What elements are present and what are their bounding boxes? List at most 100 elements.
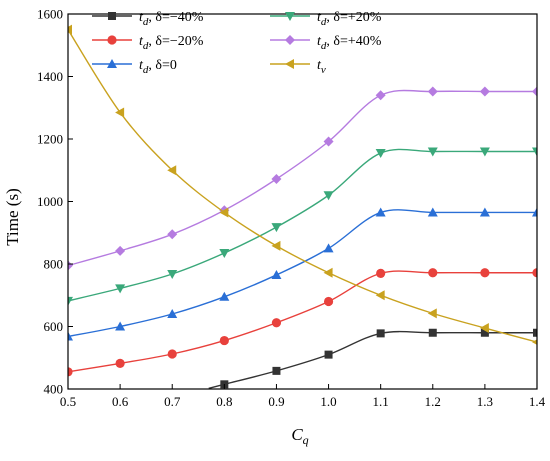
series-1-point-0 [68,367,73,377]
legend-label-0: td, δ=−40% [139,10,204,28]
x-tick-label-1: 0.6 [112,394,129,409]
legend-marker-2 [107,59,117,68]
series-4-point-1 [115,245,126,256]
y-axis-title: Time (s) [3,188,22,245]
series-2-point-2 [167,309,178,318]
series-2-point-1 [115,321,126,331]
x-tick-label-2: 0.7 [164,394,181,409]
legend-label-sub-1: d [143,40,149,52]
legend-label-main-5: t [317,58,322,73]
series-4-point-8 [479,86,490,97]
series-4-point-0 [68,260,73,271]
legend-label-sub-5: v [321,64,326,76]
x-tick-label-6: 1.1 [373,394,389,409]
y-tick-label-5: 1400 [37,69,63,84]
legend-label-4: td, δ=+40% [317,34,382,52]
x-tick-label-3: 0.8 [216,394,232,409]
series-1-point-7 [428,268,438,278]
legend-label-main-4: t [317,34,322,49]
series-5-point-2 [167,165,177,176]
y-tick-label-4: 1200 [37,132,63,147]
series-0-point-1 [272,366,281,375]
axes-layer: 0.5 0.6 0.7 0.8 0.9 1.0 1.1 1.2 1.3 1.4 400 600 800 1… [37,7,546,410]
series-4-point-6 [375,90,386,101]
series-4-point-5 [323,136,334,147]
series-0-point-3 [376,329,385,338]
series-5-point-6 [375,290,385,301]
x-tick-label-5: 1.0 [320,394,336,409]
series-5-point-9 [532,339,537,345]
legend-marker-1 [107,35,117,45]
series-3 [68,147,537,306]
series-2-point-9 [532,207,537,217]
series-2-point-5 [323,243,334,253]
series-3-point-6 [375,149,386,159]
legend-label-suffix-0: , δ=−40% [148,10,203,25]
series-2-point-4 [271,269,282,279]
series-1-point-6 [376,268,386,278]
x-axis-title: Cq [291,425,308,447]
series-3-point-9 [532,147,537,157]
x-tick-label-9: 1.4 [529,394,546,409]
legend-label-sub-0: d [143,16,149,28]
legend-marker-4 [285,35,295,45]
series-3-point-7 [427,147,438,157]
series-3-point-4 [271,223,282,233]
series-2-point-3 [219,291,230,301]
legend: td, δ=−40%td, δ=−20%td, δ=0td, δ=+20%td,… [92,10,382,76]
series-0-point-6 [533,328,537,337]
x-tick-label-8: 1.3 [477,394,493,409]
y-tick-label-2: 800 [44,257,64,272]
legend-label-2: td, δ=0 [139,58,177,76]
series-5-point-4 [271,240,281,251]
series-2-point-8 [479,207,490,217]
series-5-point-3 [219,207,229,218]
legend-label-3: td, δ=+20% [317,10,382,28]
legend-label-suffix-3: , δ=+20% [326,10,381,25]
series-1-point-5 [323,296,334,307]
legend-label-main-2: t [139,58,144,73]
series-0-point-5 [480,328,489,337]
series-line-1 [68,270,537,373]
legend-label-main-1: t [139,34,144,49]
series-1-point-9 [532,268,537,278]
series-2-point-0 [68,331,73,341]
series-line-4 [68,89,537,267]
series-5-point-5 [323,267,333,278]
legend-label-main-3: t [317,10,322,25]
series-3-point-3 [219,249,230,259]
series-line-5 [68,29,537,343]
y-tick-label-6: 1600 [37,7,63,22]
series-4-point-2 [167,229,178,240]
series-1 [68,268,537,377]
series-3-point-2 [167,270,178,279]
legend-item-2: td, δ=0 [92,58,177,76]
series-3-point-5 [323,191,334,201]
y-tick-label-3: 1000 [37,194,63,209]
legend-item-4: td, δ=+40% [270,34,382,52]
series-5-point-1 [115,107,125,118]
series-4 [68,86,537,271]
x-tick-label-7: 1.2 [425,394,441,409]
legend-marker-3 [285,12,295,21]
legend-item-1: td, δ=−20% [92,34,204,52]
y-tick-label-1: 600 [44,319,64,334]
series-line-3 [68,148,537,302]
legend-label-suffix-4: , δ=+40% [326,34,381,49]
x-tick-label-0: 0.5 [60,394,76,409]
series-0-point-2 [324,350,333,359]
legend-label-5: tv [317,58,326,76]
series-5-point-7 [427,308,437,319]
legend-label-sub-3: d [321,16,327,28]
series-1-point-4 [271,318,282,328]
legend-item-5: tv [270,58,326,76]
series-0-point-4 [428,328,437,337]
series-2-point-6 [375,207,386,217]
legend-label-1: td, δ=−20% [139,34,204,52]
series-5-point-8 [479,323,489,334]
legend-item-0: td, δ=−40% [92,10,204,28]
series-2-point-7 [427,207,438,217]
series-0 [208,328,537,389]
